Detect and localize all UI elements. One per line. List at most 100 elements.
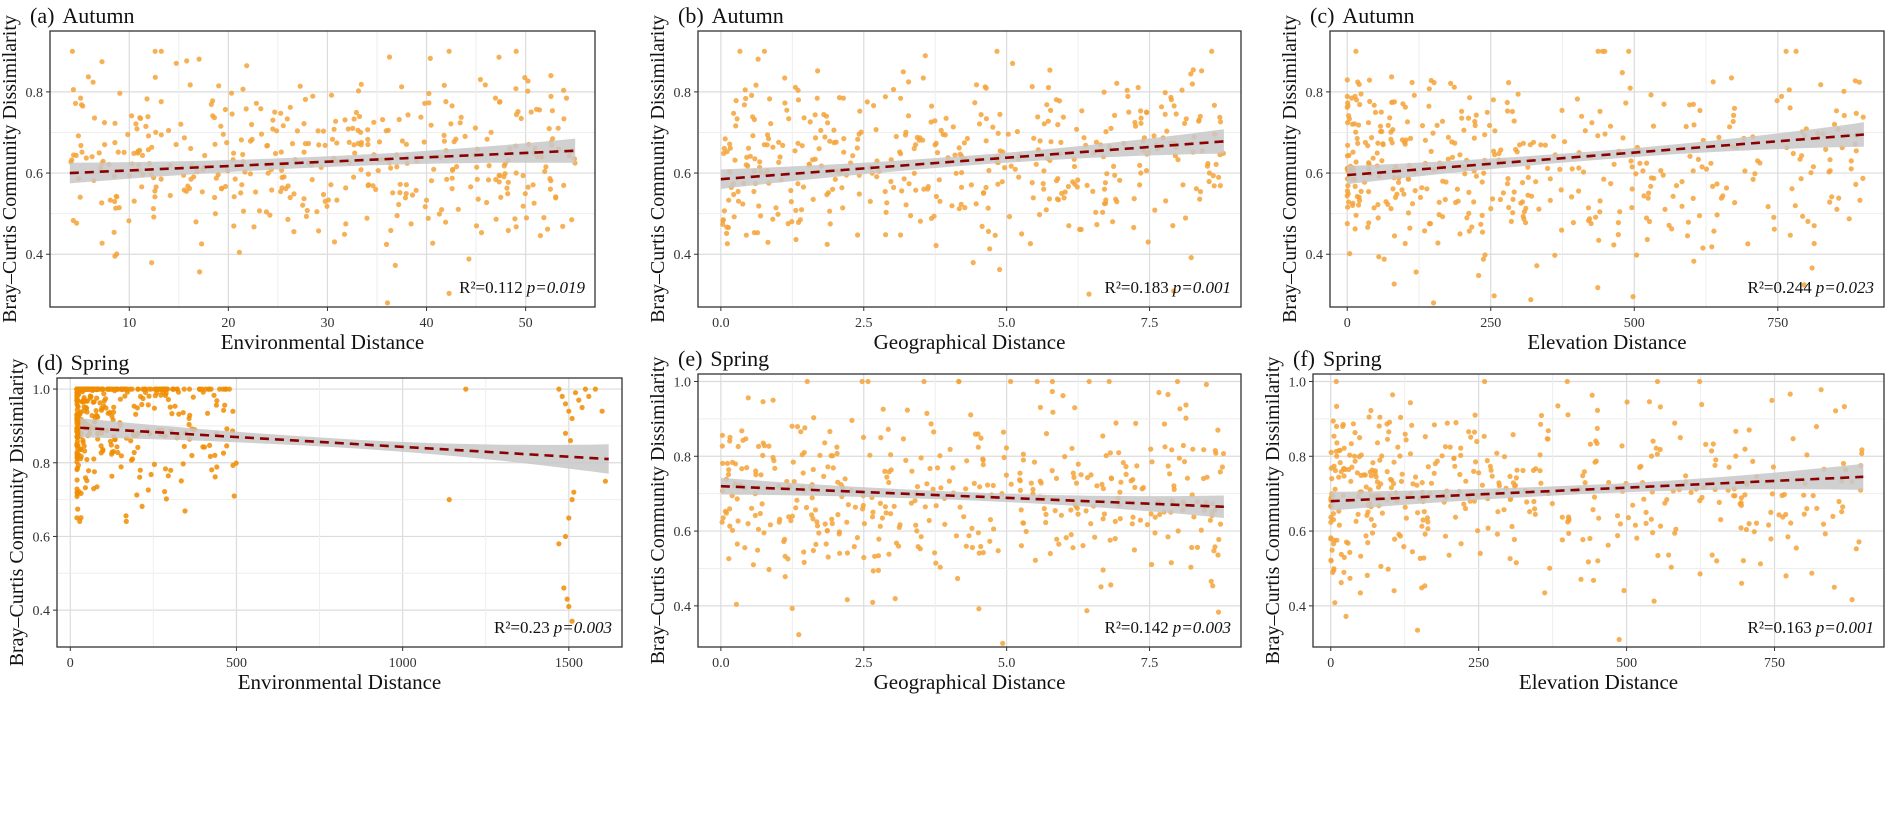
data-point <box>1528 297 1534 303</box>
data-point <box>1466 228 1472 234</box>
data-point <box>976 550 982 556</box>
data-point <box>170 386 176 392</box>
data-point <box>320 191 327 198</box>
data-point <box>1358 452 1364 458</box>
data-point <box>1426 86 1432 92</box>
data-point <box>1156 389 1162 396</box>
data-point <box>968 412 974 418</box>
data-point <box>794 424 801 430</box>
data-point <box>291 191 297 197</box>
data-point <box>73 152 79 158</box>
data-point <box>139 401 145 408</box>
data-point <box>1385 566 1391 572</box>
data-point <box>134 492 140 498</box>
data-point <box>827 138 833 144</box>
data-point <box>1549 501 1555 507</box>
data-point <box>571 489 577 495</box>
data-point <box>789 423 795 429</box>
x-tick-label: 40 <box>420 316 434 331</box>
data-point <box>980 456 986 462</box>
y-tick-label: 0.6 <box>33 530 51 545</box>
data-point <box>304 207 310 214</box>
data-point <box>795 181 801 187</box>
data-point <box>137 467 143 473</box>
data-point <box>370 183 376 189</box>
data-point <box>1434 122 1440 128</box>
data-point <box>1345 183 1351 189</box>
data-point <box>1710 79 1716 85</box>
data-point <box>796 632 802 638</box>
data-point <box>1606 479 1612 486</box>
data-point <box>110 386 116 392</box>
data-point <box>1523 220 1529 226</box>
data-point <box>1216 174 1222 180</box>
data-point <box>1112 536 1118 542</box>
data-point <box>814 95 820 101</box>
data-point <box>1591 494 1598 500</box>
data-point <box>91 456 97 462</box>
data-point <box>1384 436 1391 442</box>
data-point <box>1800 213 1806 219</box>
data-point <box>1132 484 1138 490</box>
data-point <box>455 206 461 212</box>
data-point <box>1552 252 1558 258</box>
data-point <box>1343 613 1349 620</box>
data-point <box>896 524 902 531</box>
data-point <box>922 53 928 59</box>
data-point <box>789 219 795 225</box>
data-point <box>1012 166 1018 172</box>
data-point <box>1475 528 1481 534</box>
data-point <box>1508 218 1514 224</box>
data-point <box>995 181 1001 187</box>
data-point <box>1329 547 1335 553</box>
data-point <box>758 213 764 219</box>
data-point <box>926 517 932 524</box>
data-point <box>1860 114 1866 120</box>
data-point <box>446 497 452 503</box>
data-point <box>1672 420 1678 426</box>
data-point <box>1108 125 1114 131</box>
data-point <box>1352 93 1358 99</box>
data-point <box>301 121 307 127</box>
data-point <box>258 131 265 137</box>
data-point <box>775 211 781 217</box>
data-point <box>1330 418 1336 424</box>
data-point <box>99 405 105 411</box>
data-point <box>375 168 381 174</box>
data-point <box>427 55 433 62</box>
data-point <box>765 239 771 245</box>
data-point <box>725 471 732 478</box>
data-point <box>1849 597 1855 603</box>
data-point <box>1435 240 1441 246</box>
data-point <box>1190 67 1196 73</box>
data-point <box>1079 108 1085 114</box>
data-point <box>870 599 876 606</box>
data-point <box>504 185 510 191</box>
data-point <box>877 500 884 506</box>
data-point <box>1387 419 1393 425</box>
data-point <box>884 474 890 480</box>
data-point <box>115 149 121 155</box>
data-point <box>1614 513 1621 519</box>
data-point <box>139 503 145 509</box>
data-point <box>1197 196 1203 202</box>
data-point <box>548 93 554 99</box>
data-point <box>249 136 255 142</box>
data-point <box>294 128 300 134</box>
data-point <box>891 184 897 191</box>
data-point <box>1644 160 1650 166</box>
data-point <box>1755 158 1761 164</box>
data-point <box>1101 89 1107 95</box>
data-point <box>1049 378 1055 385</box>
data-point <box>1103 129 1109 135</box>
data-point <box>922 504 928 510</box>
data-point <box>123 513 129 519</box>
data-point <box>1650 530 1656 536</box>
data-point <box>222 106 228 113</box>
data-point <box>1157 511 1163 518</box>
data-point <box>795 97 802 103</box>
x-tick-label: 0.0 <box>712 656 730 671</box>
data-point <box>1616 636 1622 643</box>
data-point <box>1381 256 1387 262</box>
